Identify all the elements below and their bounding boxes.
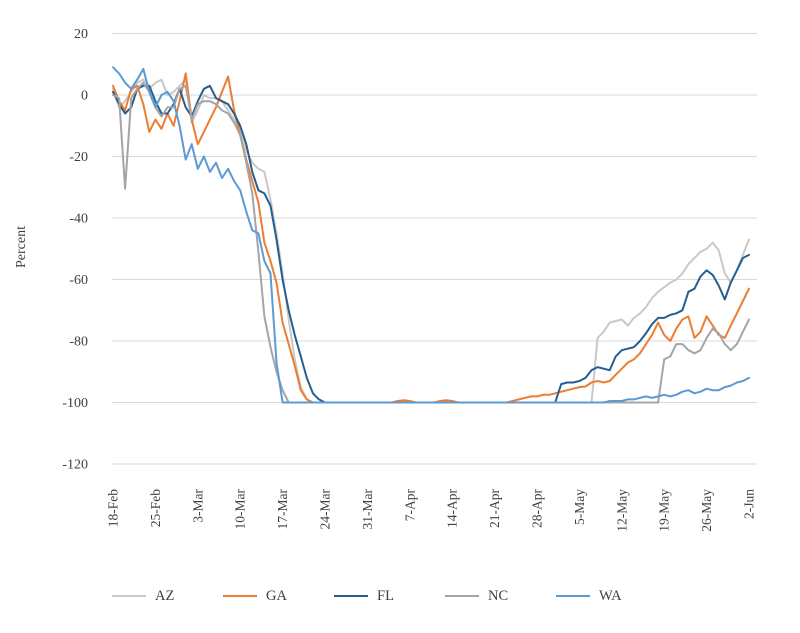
- legend-label: AZ: [155, 587, 175, 604]
- x-tick-label: 3-Mar: [190, 489, 205, 523]
- y-tick-label: 20: [74, 27, 88, 42]
- series-line-WA: [112, 66, 750, 404]
- series-line-GA: [112, 72, 750, 404]
- series-line-AZ: [112, 78, 750, 404]
- legend-swatch-GA: [223, 594, 257, 598]
- chart-legend: AZ GA FL NC WA: [112, 585, 667, 607]
- x-tick-label: 18-Feb: [106, 489, 121, 527]
- x-tick-label: 24-Mar: [318, 489, 333, 530]
- legend-label: WA: [599, 587, 622, 604]
- legend-label: GA: [266, 587, 287, 604]
- x-tick-label: 26-May: [699, 489, 714, 532]
- x-tick-label: 21-Apr: [487, 489, 502, 528]
- y-tick-label: 0: [81, 89, 88, 104]
- legend-item-WA: WA: [556, 589, 667, 604]
- legend-swatch-NC: [445, 594, 479, 598]
- x-tick-label: 12-May: [614, 489, 629, 532]
- x-tick-label: 14-Apr: [445, 489, 460, 528]
- x-tick-label: 10-Mar: [233, 489, 248, 530]
- legend-label: NC: [488, 587, 509, 604]
- x-tick-label: 2-Jun: [742, 489, 757, 519]
- legend-item-AZ: AZ: [112, 589, 223, 604]
- legend-swatch-WA: [556, 594, 590, 598]
- y-tick-label: -80: [69, 335, 88, 350]
- legend-item-GA: GA: [223, 589, 334, 604]
- x-tick-label: 28-Apr: [530, 489, 545, 528]
- legend-label: FL: [377, 587, 394, 604]
- y-tick-label: -100: [62, 396, 88, 411]
- x-tick-label: 25-Feb: [148, 489, 163, 527]
- series-line-FL: [112, 84, 750, 404]
- x-tick-label: 17-Mar: [275, 489, 290, 530]
- legend-swatch-FL: [334, 594, 368, 598]
- line-chart: 20 0 -20 -40 -60 -80 -100 -120 18-Feb 25-Feb 3-Mar…: [62, 27, 757, 532]
- y-tick-label: -60: [69, 273, 88, 288]
- series-line-NC: [112, 81, 750, 404]
- y-tick-label: -40: [69, 212, 88, 227]
- x-tick-label: 5-May: [572, 489, 587, 525]
- x-tick-label: 7-Apr: [402, 489, 417, 522]
- x-tick-label: 31-Mar: [360, 489, 375, 530]
- y-tick-label: -120: [62, 458, 88, 473]
- legend-item-NC: NC: [445, 589, 556, 604]
- y-axis-title: Percent: [14, 226, 29, 268]
- legend-item-FL: FL: [334, 589, 445, 604]
- legend-swatch-AZ: [112, 594, 146, 598]
- y-tick-label: -20: [69, 150, 88, 165]
- x-tick-label: 19-May: [657, 489, 672, 532]
